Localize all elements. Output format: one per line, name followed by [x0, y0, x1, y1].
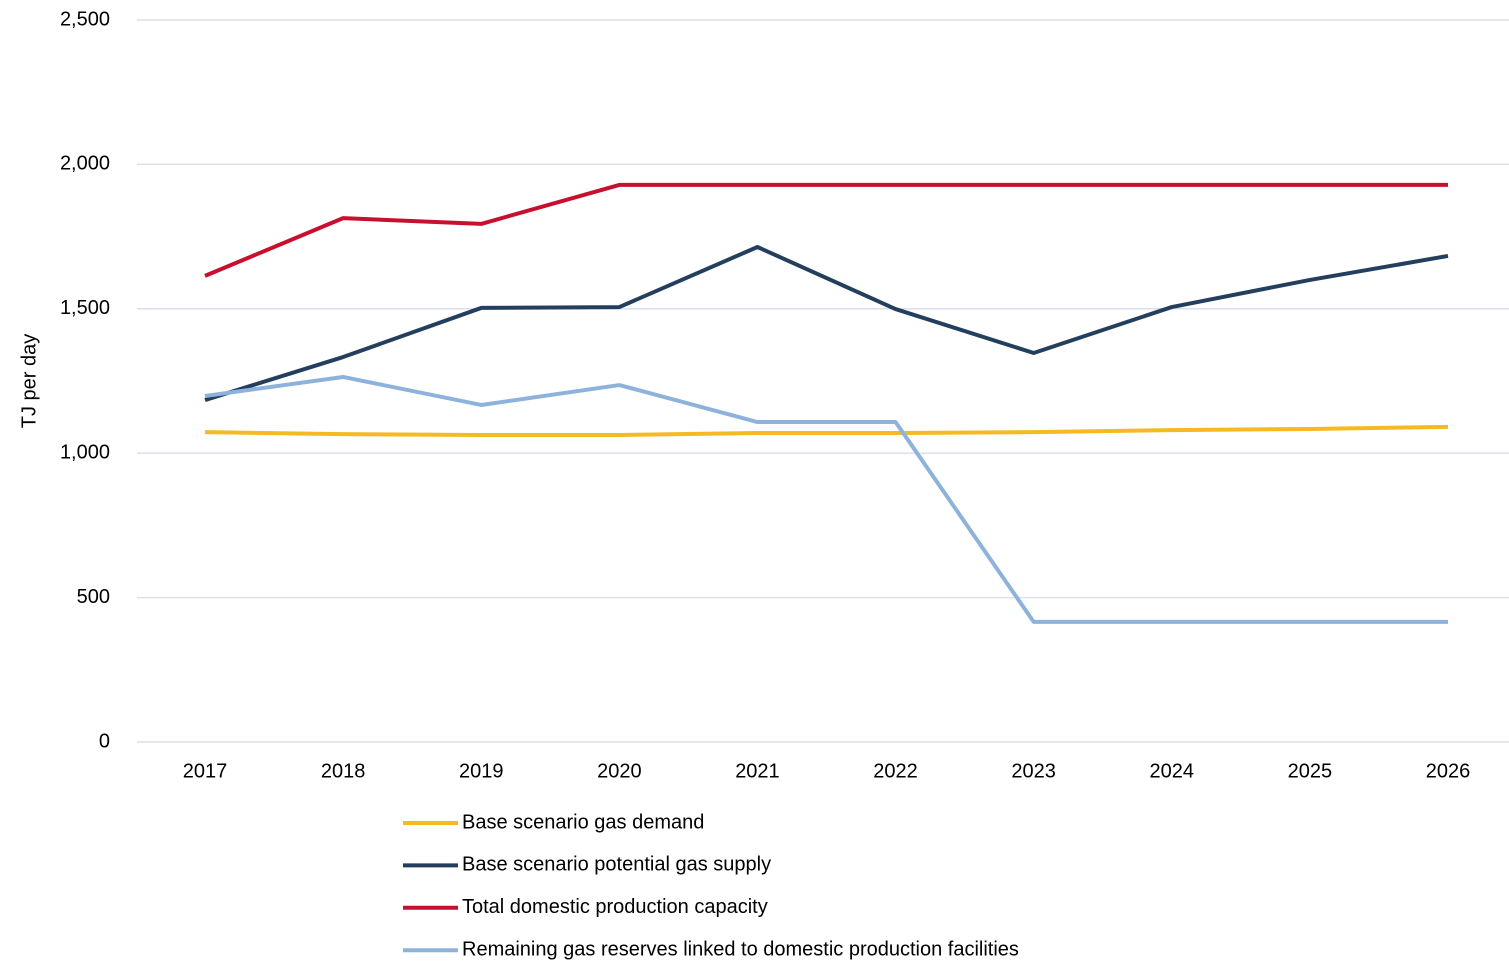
x-tick-label: 2025	[1288, 760, 1333, 782]
x-tick-label: 2020	[597, 760, 642, 782]
y-tick-label: 500	[77, 586, 110, 608]
x-tick-label: 2018	[321, 760, 366, 782]
x-tick-label: 2023	[1011, 760, 1056, 782]
legend-label: Remaining gas reserves linked to domesti…	[462, 938, 1019, 960]
series-line	[204, 374, 1448, 624]
x-tick-label: 2017	[183, 760, 228, 782]
x-tick-label: 2021	[735, 760, 780, 782]
x-tick-label: 2022	[873, 760, 918, 782]
y-tick-label: 1,500	[60, 297, 110, 319]
series-line	[204, 424, 1449, 438]
legend-label: Base scenario gas demand	[462, 811, 704, 833]
series-line	[204, 182, 1448, 278]
x-tick-label: 2024	[1150, 760, 1195, 782]
series-line	[204, 244, 1449, 402]
y-tick-label: 0	[99, 730, 110, 752]
x-tick-label: 2026	[1426, 760, 1471, 782]
y-tick-label: 2,500	[60, 8, 110, 30]
legend-label: Total domestic production capacity	[462, 896, 768, 918]
y-tick-label: 1,000	[60, 441, 110, 463]
y-tick-label: 2,000	[60, 153, 110, 175]
x-tick-label: 2019	[459, 760, 504, 782]
y-axis-title: TJ per day	[18, 334, 40, 428]
legend-label: Base scenario potential gas supply	[462, 854, 771, 876]
